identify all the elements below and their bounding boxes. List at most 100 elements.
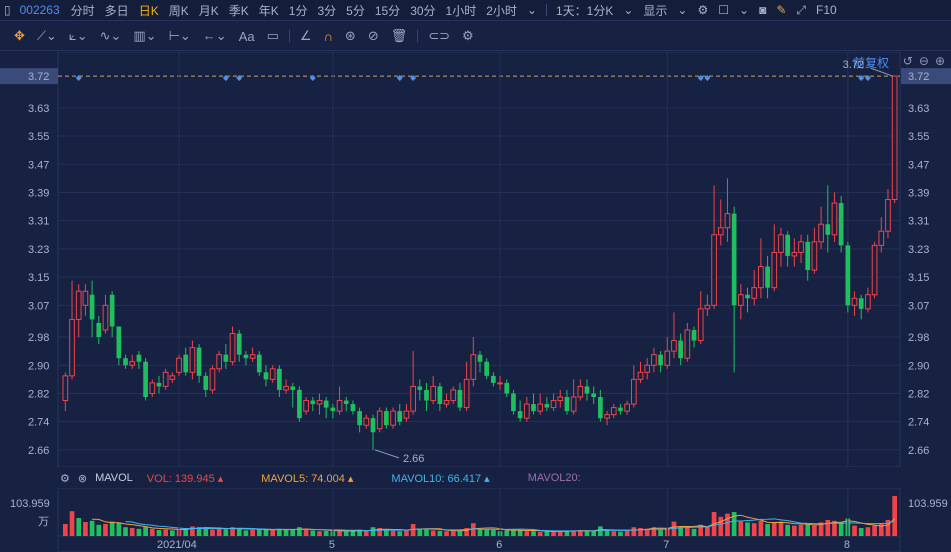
candle-body: [785, 234, 790, 256]
month-label: 8: [844, 539, 850, 551]
settings-icon[interactable]: ⚙: [462, 28, 474, 43]
tab-day-k[interactable]: 日K: [138, 3, 159, 18]
pencil-icon[interactable]: ✎: [776, 3, 787, 17]
comment-icon[interactable]: ▭: [266, 28, 279, 43]
arrow-left-icon[interactable]: ←⌄: [202, 28, 227, 43]
volume-bar: [103, 524, 108, 536]
close-icon[interactable]: ⊗: [77, 472, 88, 485]
trash-icon[interactable]: 🗑︎: [390, 28, 408, 43]
chevron-down-icon[interactable]: ⌄: [739, 3, 750, 17]
candle-body: [376, 410, 383, 430]
chevron-down-icon[interactable]: ⌄: [526, 3, 537, 17]
high-label: 3.72: [843, 59, 864, 71]
candle-body: [189, 347, 196, 373]
checkbox-icon[interactable]: ☐: [718, 3, 730, 17]
volume-bar: [577, 530, 583, 536]
candle-body: [584, 386, 590, 394]
volume-bar: [470, 523, 476, 536]
lock-drawing-icon[interactable]: ⊛: [344, 28, 356, 43]
candle-body: [116, 326, 122, 359]
candle-body: [671, 340, 677, 352]
chart-corner-controls: ↺ ⊖ ⊕: [903, 54, 945, 68]
chevron-down-icon[interactable]: ⌄: [677, 3, 688, 17]
zoom-out-icon[interactable]: ⊖: [918, 54, 929, 68]
volume-bar: [437, 530, 443, 536]
tab-5min[interactable]: 5分: [346, 3, 365, 18]
chevron-down-icon[interactable]: ⌄: [623, 3, 634, 17]
candlestick-chart[interactable]: 3.72 3.72 3.63 3.63 3.55 3.55 3.47 3.47 3.39 3.39…: [0, 52, 951, 467]
volume-bar: [564, 531, 570, 536]
text-tool-icon[interactable]: Aa: [238, 28, 255, 44]
volume-bar: [858, 528, 864, 536]
tab-30min[interactable]: 30分: [410, 3, 436, 18]
tab-year-k[interactable]: 年K: [258, 3, 279, 18]
volume-bar: [123, 527, 128, 536]
volume-chart[interactable]: 103.959 103.959 万 2021/04 5 6 7 8: [0, 488, 951, 552]
candle-body: [136, 354, 142, 362]
range-tool-icon[interactable]: ⊢⌄: [168, 28, 191, 43]
volume-indicator-bar: ⚙ ⊗ MAVOL VOL: 139.945 ▴ MAVOL5: 74.004 …: [0, 468, 951, 488]
candle-body: [243, 354, 249, 359]
volume-bar: [812, 525, 817, 536]
month-label: 2021/04: [157, 539, 197, 551]
indicator-name[interactable]: MAVOL: [95, 472, 133, 484]
window-toggle-icon[interactable]: ▯: [4, 3, 11, 17]
tab-quarter-k[interactable]: 季K: [228, 3, 249, 18]
volume-bar: [69, 511, 75, 536]
candle-body: [511, 393, 516, 412]
volume-bar: [818, 522, 824, 536]
fullscreen-icon[interactable]: ⤢: [796, 2, 806, 17]
mavol10-line: [125, 518, 895, 532]
tab-timeshare[interactable]: 分时: [70, 3, 95, 18]
candle-body: [758, 266, 764, 289]
volume-bar: [892, 496, 897, 536]
candle-body: [256, 354, 262, 373]
volume-bar: [384, 530, 389, 536]
candle-body: [363, 417, 370, 426]
tab-month-k[interactable]: 月K: [198, 3, 219, 18]
tab-week-k[interactable]: 周K: [168, 3, 189, 18]
gear-icon[interactable]: ⚙: [697, 3, 709, 17]
hide-drawing-icon[interactable]: ⊘: [367, 28, 379, 43]
candle-body: [630, 378, 637, 405]
magnet-icon[interactable]: ∩: [323, 28, 333, 44]
stock-code[interactable]: 002263: [19, 3, 60, 17]
candle-body: [75, 290, 82, 320]
undo-icon[interactable]: ↺: [902, 54, 913, 68]
tab-1min[interactable]: 1分: [288, 3, 308, 18]
zoom-in-icon[interactable]: ⊕: [934, 54, 945, 68]
candle-body: [303, 400, 309, 412]
wave-tool-icon[interactable]: ∿⌄: [99, 28, 122, 43]
volume-bar: [390, 530, 396, 536]
display-menu[interactable]: 显示: [643, 3, 668, 18]
ruler-icon[interactable]: ∠: [299, 28, 312, 43]
move-cross-icon[interactable]: ✥: [14, 28, 25, 43]
candle-body: [477, 354, 483, 362]
price-tick-left: 3.31: [28, 216, 49, 228]
volume-bar: [377, 528, 383, 536]
adjust-mode-button[interactable]: 前复权: [852, 56, 889, 70]
tab-2hour[interactable]: 2小时: [486, 3, 517, 18]
link-icon[interactable]: ⊂⊃: [428, 28, 451, 43]
tab-multi-day[interactable]: 多日: [104, 3, 129, 18]
price-tick-left: 3.47: [28, 159, 49, 171]
volume-bar: [551, 531, 556, 536]
line-tool-icon[interactable]: ⟋⌄: [36, 28, 57, 43]
trend-tool-icon[interactable]: ⟀⌄: [68, 28, 88, 43]
tab-15min[interactable]: 15分: [374, 3, 401, 18]
volume-bar: [256, 529, 262, 536]
volume-bar: [450, 531, 456, 536]
volume-bar: [571, 530, 576, 536]
price-tick-right: 2.98: [908, 332, 929, 344]
period-select[interactable]: 1天：1分K: [555, 3, 614, 18]
candle-body: [203, 375, 209, 390]
f10-button[interactable]: F10: [816, 3, 837, 17]
volume-bar: [651, 527, 657, 536]
candle-body: [443, 400, 450, 405]
tab-1hour[interactable]: 1小时: [445, 3, 477, 18]
chart-tool-icon[interactable]: ▥⌄: [133, 28, 157, 43]
volume-bar: [477, 528, 483, 536]
gear-icon[interactable]: ⚙: [60, 472, 70, 485]
camera-icon[interactable]: ◙: [759, 3, 767, 17]
tab-3min[interactable]: 3分: [317, 3, 337, 18]
